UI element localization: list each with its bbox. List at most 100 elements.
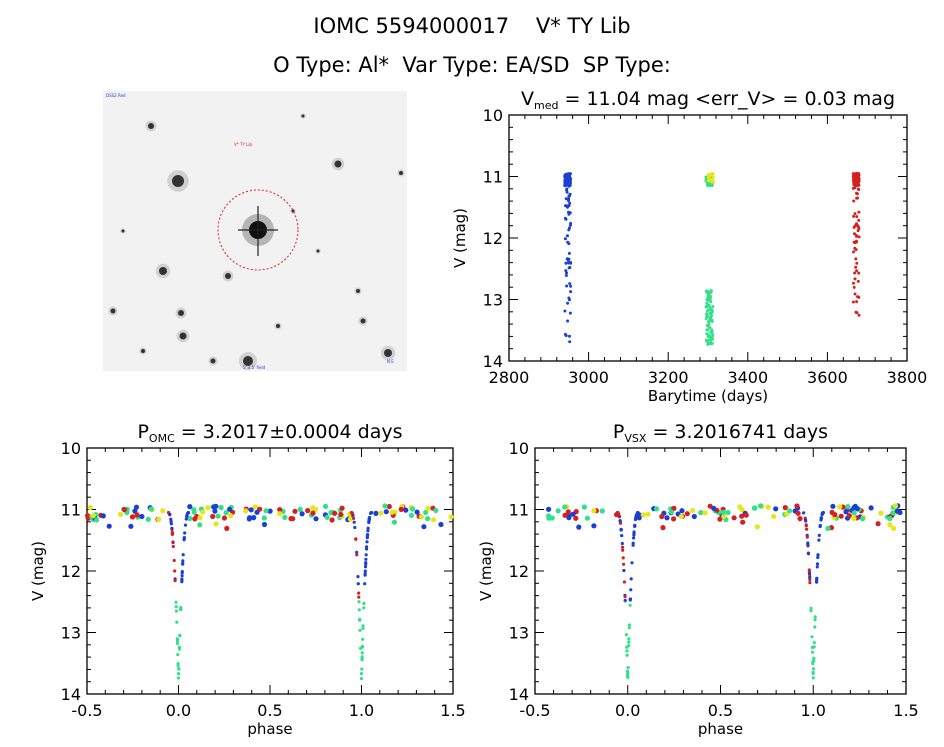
lightcurve-point [710,342,714,345]
phase_omc-point [191,507,197,513]
lightcurve-point [857,176,861,180]
phase_vsx-ytick-label: 11 [509,501,529,520]
phase_omc-eclipse-point [181,553,185,557]
lightcurve-point [853,224,857,228]
phase_vsx-xtick-label: 1.0 [801,701,826,720]
lightcurve-point [709,175,713,179]
lightcurve-point [567,177,571,181]
lightcurve-point [854,172,858,176]
lightcurve-point [567,179,571,183]
phase_omc-eclipse-point [367,517,371,521]
phase_vsx-point [765,504,771,510]
lightcurve-point [708,319,712,323]
lightcurve-point [704,317,708,321]
phase_omc-point [254,509,260,515]
phase_vsx-point [887,522,893,528]
lightcurve-point [706,315,709,319]
phase_omc-point [324,514,330,521]
lightcurve-point [855,178,859,182]
lightcurve-point [854,239,858,243]
lightcurve-point [706,175,710,179]
phase_omc-ytick-label: 11 [61,501,81,520]
lightcurve-point [566,240,570,244]
phase_omc-eclipse-point [360,658,364,662]
phase_vsx-point [887,515,893,521]
phase_vsx-eclipse-point [804,523,808,527]
lightcurve-ytick-label: 14 [483,352,503,371]
lightcurve-point [710,180,714,184]
phase_omc-point [85,513,91,519]
lightcurve-point [857,227,861,230]
phase_omc-point [430,517,437,523]
phase_vsx-point [887,514,893,520]
lightcurve-point [708,176,712,180]
lightcurve-point [853,176,857,180]
lightcurve-point [852,183,856,187]
lightcurve-point [710,178,714,181]
lightcurve-point [706,173,710,177]
phase_omc-eclipse-point [177,667,181,671]
lightcurve-point [705,180,709,184]
phase_vsx-eclipse-point [815,577,819,581]
lightcurve-point [853,174,857,178]
phase_omc-point [313,506,319,512]
phase_omc-point [425,516,431,522]
phase_vsx-eclipse-point [811,662,815,666]
phase_vsx-point [546,506,552,512]
phase_omc-frame [86,447,454,695]
phase_omc-ytick-label: 14 [61,685,81,704]
phase_vsx-point [739,513,745,519]
lightcurve-point [705,176,709,180]
phase_omc-eclipse-point [168,512,172,517]
phase_vsx-eclipse-point [625,653,629,657]
phase_vsx-point [664,515,670,521]
phase_vsx-point [794,503,800,509]
phase_vsx-point [690,507,696,514]
lightcurve-point [564,181,568,185]
phase_vsx-point [852,503,858,509]
lightcurve-point [568,194,571,198]
lightcurve-point [569,284,573,288]
phase_vsx-axes: -0.5 0.0 0.5 1.0 1.5 10 11 12 13 14 phase V (mag) PV… [477,421,919,738]
lightcurve-point [707,304,710,308]
lightcurve-point [563,332,567,336]
phase_vsx-point [891,525,897,532]
lightcurve-point [565,271,568,275]
sky-label-bottom: 5' x 5' field [243,365,266,370]
lightcurve-point [706,339,710,343]
lightcurve-point [568,266,572,269]
lightcurve-point [563,174,567,178]
phase_omc-point [425,505,431,512]
lightcurve-point [853,232,856,236]
phase_vsx-point [723,517,729,523]
phase_omc-eclipse-point [180,580,184,584]
lightcurve-point [856,174,860,178]
phase_omc-point [247,515,253,521]
lightcurve-point [853,181,856,185]
phase_vsx-eclipse-point [615,510,620,515]
lightcurve-point [852,250,856,254]
lightcurve-point [854,182,858,186]
phase_omc-eclipse-point [171,540,175,544]
lightcurve-point [567,199,570,203]
lightcurve-point [853,179,857,183]
phase_omc-eclipse-point [369,510,373,515]
phase_omc-eclipse-point [358,628,362,632]
lightcurve-point [569,261,573,264]
phase_vsx-point [714,507,720,513]
phase_vsx-eclipse-point [626,666,630,670]
phase_vsx-eclipse-point [617,512,621,516]
phase_vsx-point [565,512,571,518]
lightcurve-point [565,257,569,261]
phase_omc-eclipse-point [367,518,371,522]
phase_omc-point [433,507,439,514]
phase_omc-point [328,509,334,516]
lightcurve-point [855,191,858,195]
phase_vsx-eclipse-point [820,512,824,516]
sky-star [360,318,366,324]
phase_omc-point [155,516,161,522]
phase_vsx-point [829,509,835,515]
phase_omc-point [94,517,100,523]
lightcurve-point [852,214,856,218]
